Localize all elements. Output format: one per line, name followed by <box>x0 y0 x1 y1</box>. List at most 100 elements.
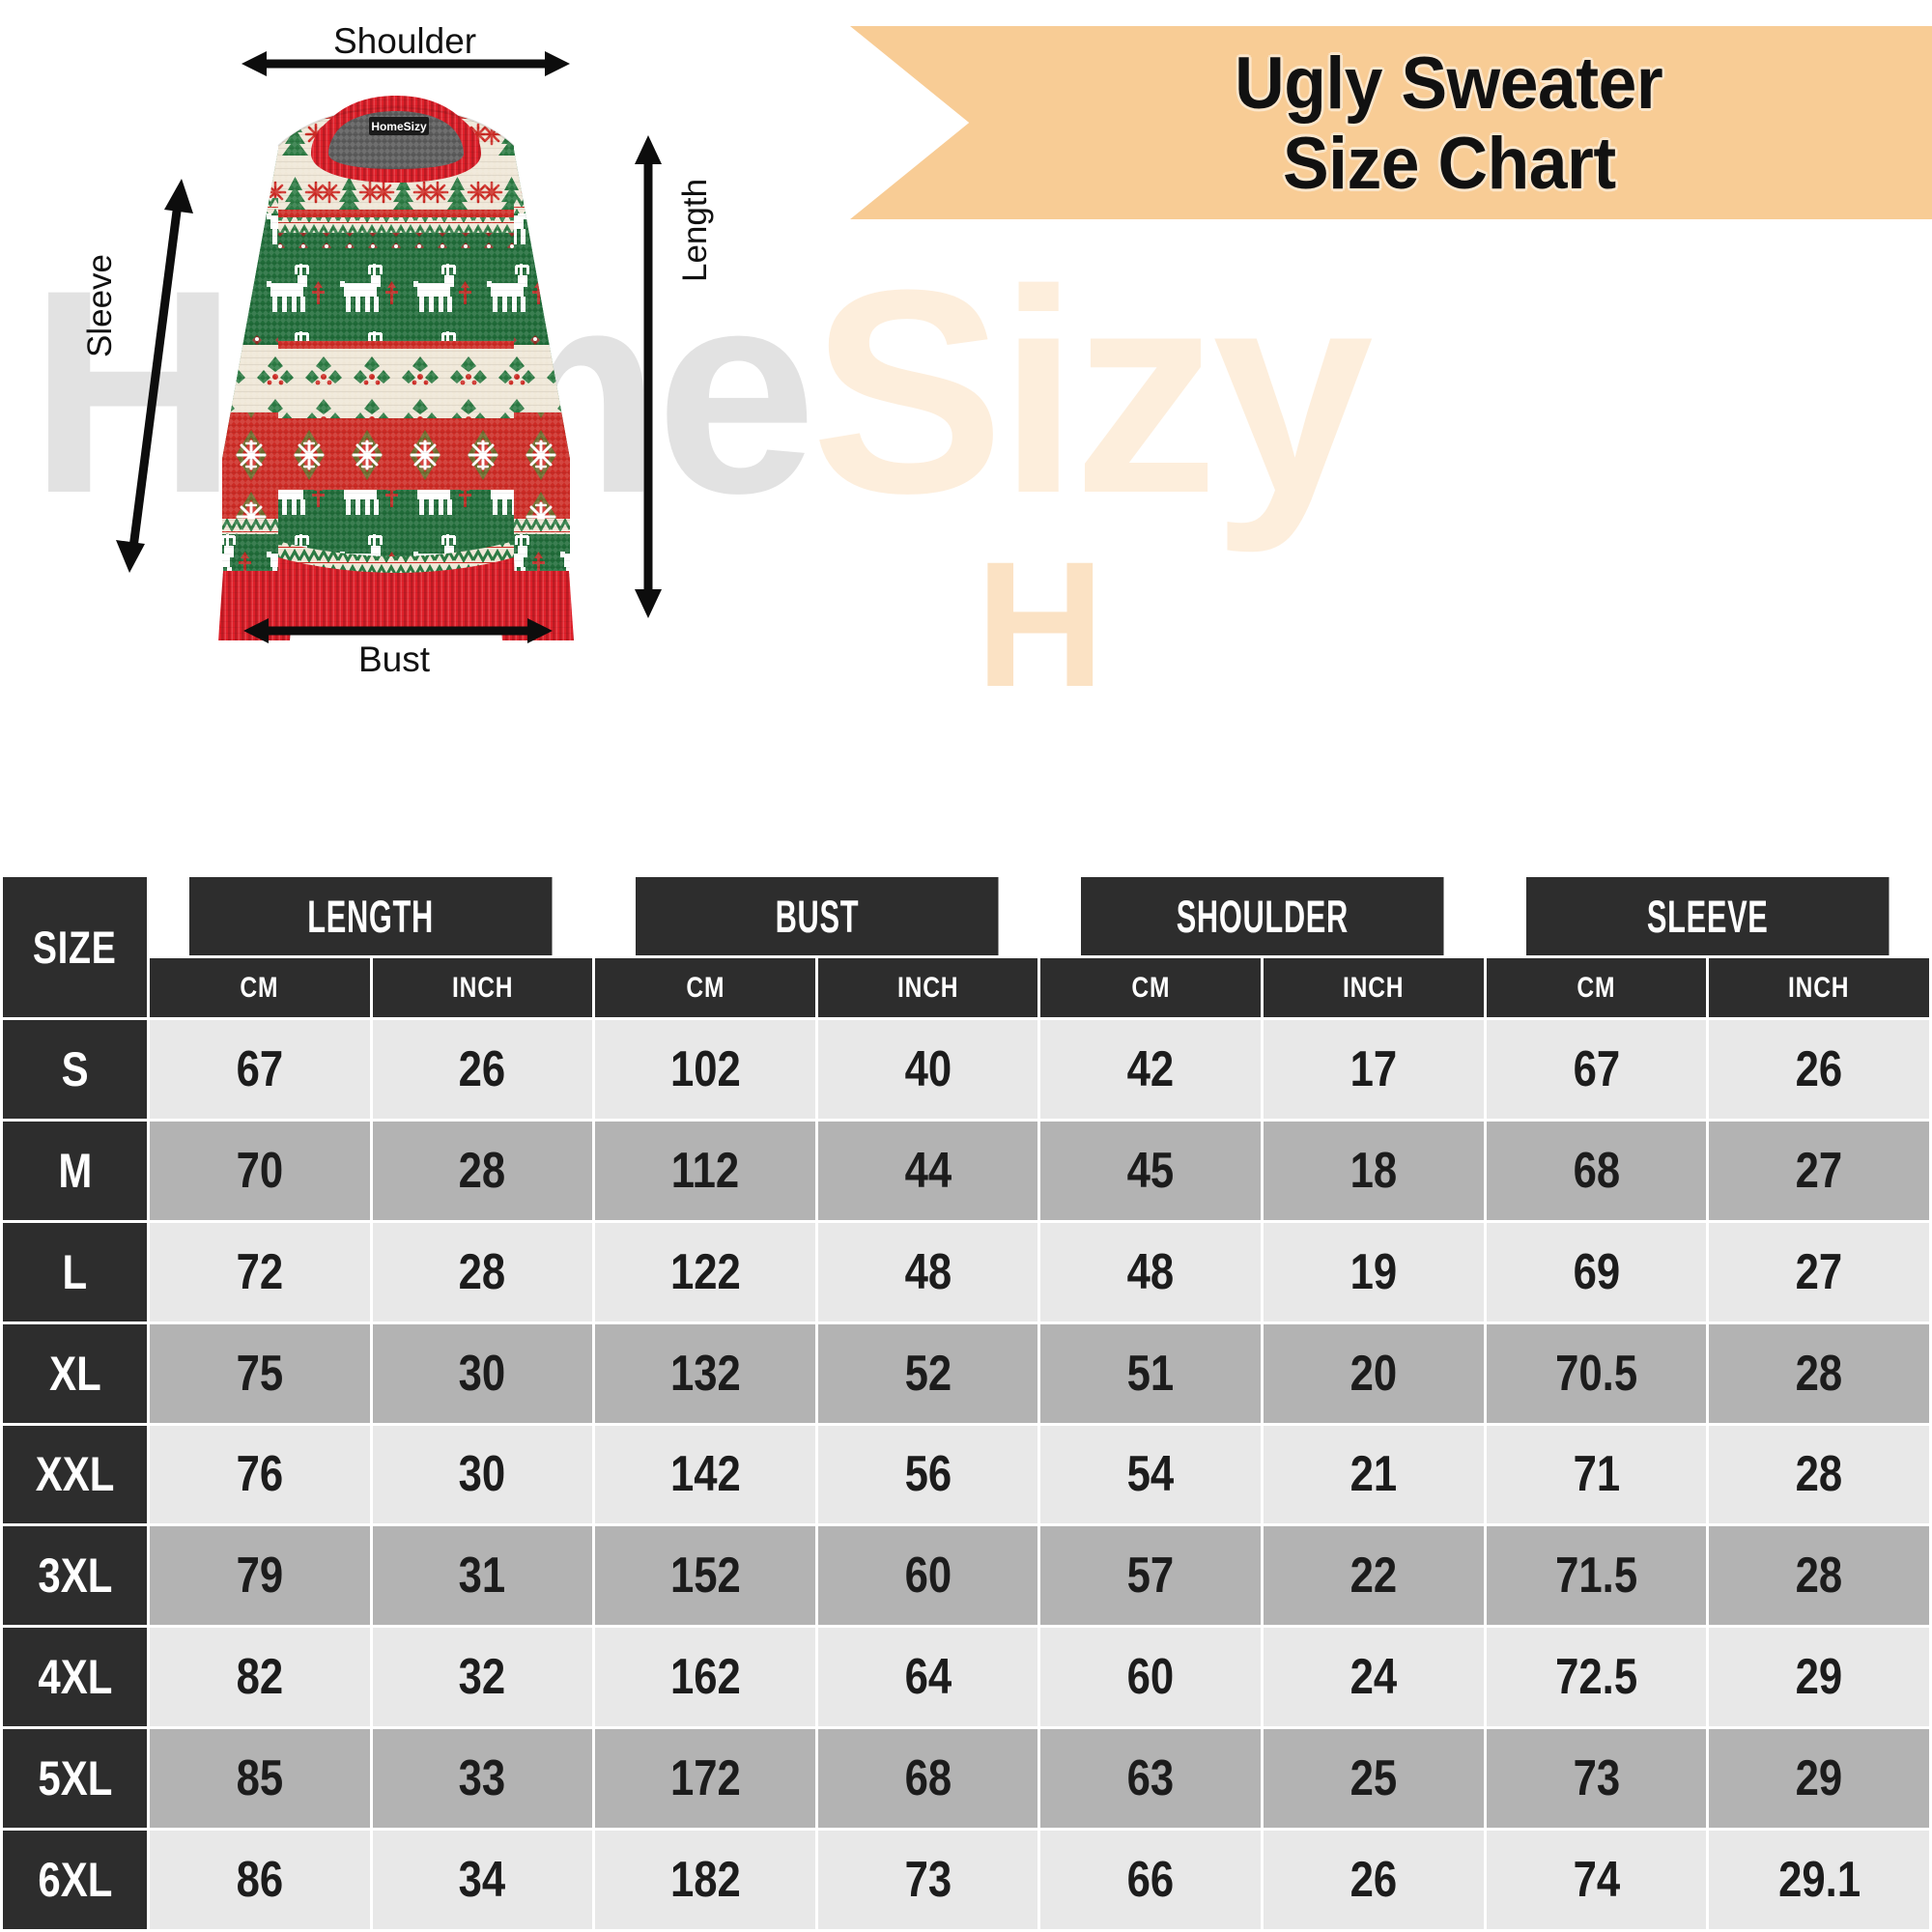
size-label-cell: M <box>0 1118 150 1223</box>
measurement-value: 31 <box>459 1548 506 1605</box>
shoulder-measure-label: Shoulder <box>333 21 477 61</box>
header-size: SIZE <box>0 874 150 1020</box>
measurement-cell: 29 <box>1706 1625 1932 1730</box>
table-row: 6XL 86 34 182 73 66 26 74 29.1 <box>0 1828 1932 1932</box>
measurement-cell: 70 <box>146 1118 373 1223</box>
measurement-value: 25 <box>1350 1750 1398 1807</box>
measurement-cell: 67 <box>1483 1017 1710 1122</box>
measurement-cell: 28 <box>1706 1422 1932 1527</box>
size-label: XXL <box>35 1447 115 1502</box>
measurement-cell: 22 <box>1261 1523 1487 1629</box>
header-unit-sleeve-inch: INCH <box>1706 955 1932 1020</box>
measurement-value: 32 <box>459 1649 506 1706</box>
table-row: M 70 28 112 44 45 18 68 27 <box>0 1118 1932 1223</box>
measurement-value: 132 <box>669 1345 741 1402</box>
measurement-value: 70.5 <box>1554 1345 1638 1402</box>
measurement-cell: 25 <box>1261 1726 1487 1831</box>
table-header: SIZE LENGTH BUST SHOULDER SLEEVE CM INCH… <box>0 874 1932 1020</box>
measurement-cell: 29.1 <box>1706 1828 1932 1932</box>
measurement-cell: 79 <box>146 1523 373 1629</box>
measurement-value: 30 <box>459 1345 506 1402</box>
measurement-value: 29 <box>1795 1649 1843 1706</box>
size-label: 4XL <box>37 1650 112 1705</box>
measurement-value: 28 <box>459 1142 506 1199</box>
measurement-cell: 70.5 <box>1483 1321 1710 1426</box>
measurement-value: 86 <box>236 1852 284 1908</box>
measurement-cell: 112 <box>592 1118 818 1223</box>
measurement-cell: 48 <box>814 1219 1041 1324</box>
measurement-value: 18 <box>1350 1142 1398 1199</box>
measurement-value: 112 <box>670 1142 740 1199</box>
header-group-length: LENGTH <box>186 874 555 958</box>
measurement-cell: 86 <box>146 1828 373 1932</box>
measurement-cell: 85 <box>146 1726 373 1831</box>
measurement-value: 17 <box>1350 1040 1398 1097</box>
measurement-value: 60 <box>1126 1649 1175 1706</box>
measurement-cell: 48 <box>1037 1219 1264 1324</box>
measurement-value: 51 <box>1126 1345 1175 1402</box>
measurement-cell: 57 <box>1037 1523 1264 1629</box>
size-label-cell: 6XL <box>0 1828 150 1932</box>
header-unit-shoulder-inch: INCH <box>1261 955 1487 1020</box>
header-unit-sleeve-cm: CM <box>1483 955 1710 1020</box>
measurement-cell: 26 <box>369 1017 596 1122</box>
header-group-shoulder: SHOULDER <box>1078 874 1446 958</box>
size-label: 6XL <box>37 1853 112 1907</box>
measurement-value: 75 <box>236 1345 284 1402</box>
size-label: L <box>62 1244 88 1299</box>
length-arrow <box>635 135 662 618</box>
measurement-cell: 68 <box>1483 1118 1710 1223</box>
measurement-value: 60 <box>904 1548 952 1605</box>
measurement-cell: 72.5 <box>1483 1625 1710 1730</box>
sweater-hem <box>276 557 516 629</box>
measurement-cell: 28 <box>1706 1523 1932 1629</box>
measurement-cell: 60 <box>1037 1625 1264 1730</box>
header-unit-bust-cm: CM <box>592 955 818 1020</box>
size-label-cell: 3XL <box>0 1523 150 1629</box>
measurement-value: 30 <box>459 1446 506 1503</box>
table-header-unit-row: CM INCH CM INCH CM INCH CM INCH <box>2 955 1932 1020</box>
measurement-value: 28 <box>1795 1446 1843 1503</box>
measurement-value: 63 <box>1126 1750 1175 1807</box>
title-banner-text: Ugly Sweater Size Chart <box>966 33 1932 216</box>
measurement-cell: 17 <box>1261 1017 1487 1122</box>
measurement-cell: 28 <box>369 1118 596 1223</box>
table-row: S 67 26 102 40 42 17 67 26 <box>0 1017 1932 1122</box>
measurement-cell: 29 <box>1706 1726 1932 1831</box>
measurement-cell: 26 <box>1261 1828 1487 1932</box>
measurement-cell: 74 <box>1483 1828 1710 1932</box>
banner-title-line-2: Size Chart <box>1282 123 1616 205</box>
measurement-value: 19 <box>1350 1243 1398 1300</box>
measurement-value: 34 <box>459 1852 506 1908</box>
measurement-cell: 63 <box>1037 1726 1264 1831</box>
sweater-right-cuff <box>497 571 574 640</box>
measurement-value: 64 <box>904 1649 952 1706</box>
measurement-cell: 30 <box>369 1321 596 1426</box>
measurement-value: 48 <box>904 1243 952 1300</box>
measurement-cell: 73 <box>1483 1726 1710 1831</box>
measurement-cell: 33 <box>369 1726 596 1831</box>
measurement-value: 85 <box>236 1750 284 1807</box>
measurement-cell: 152 <box>592 1523 818 1629</box>
measurement-cell: 30 <box>369 1422 596 1527</box>
banner-title-line-1: Ugly Sweater <box>1235 43 1663 126</box>
size-label-cell: 5XL <box>0 1726 150 1831</box>
size-label-cell: 4XL <box>0 1625 150 1730</box>
measurement-value: 20 <box>1350 1345 1398 1402</box>
measurement-value: 27 <box>1795 1243 1843 1300</box>
sweater-collar <box>311 96 481 183</box>
measurement-value: 56 <box>904 1446 952 1503</box>
measurement-value: 42 <box>1126 1040 1175 1097</box>
measurement-value: 24 <box>1350 1649 1398 1706</box>
measurement-cell: 66 <box>1037 1828 1264 1932</box>
measurement-value: 82 <box>236 1649 284 1706</box>
measurement-cell: 60 <box>814 1523 1041 1629</box>
sweater-illustration: HomeSizy <box>106 53 686 652</box>
measurement-cell: 42 <box>1037 1017 1264 1122</box>
measurement-cell: 162 <box>592 1625 818 1730</box>
measurement-cell: 34 <box>369 1828 596 1932</box>
sleeve-arrow <box>116 179 193 573</box>
measurement-value: 66 <box>1126 1852 1175 1908</box>
measurement-cell: 64 <box>814 1625 1041 1730</box>
bust-measure-label: Bust <box>358 639 431 679</box>
